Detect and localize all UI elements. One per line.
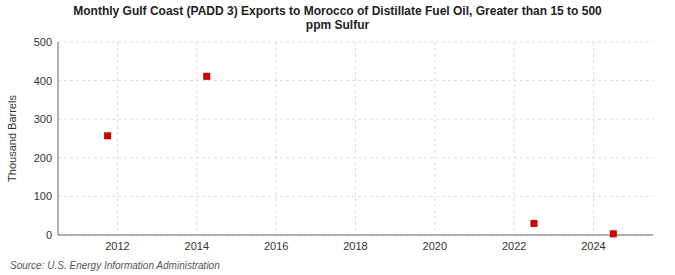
y-tick-label: 300	[34, 113, 52, 125]
x-tick-label: 2012	[105, 240, 129, 252]
point	[203, 73, 210, 80]
x-grid-line	[276, 42, 277, 235]
x-tick-label: 2020	[423, 240, 447, 252]
y-grid-line	[58, 235, 653, 236]
points	[104, 73, 617, 237]
chart-container: Monthly Gulf Coast (PADD 3) Exports to M…	[0, 0, 675, 275]
y-tick-label: 500	[34, 36, 52, 48]
x-tick-label: 2016	[264, 240, 288, 252]
x-grid-line	[117, 42, 118, 235]
x-tick-label: 2014	[185, 240, 209, 252]
grid	[58, 42, 653, 235]
x-grid-line	[593, 42, 594, 235]
y-tick-label: 400	[34, 75, 52, 87]
x-tick-label: 2024	[581, 240, 605, 252]
x-axis-line	[58, 235, 653, 236]
y-grid-line	[58, 119, 653, 120]
source-note: Source: U.S. Energy Information Administ…	[10, 260, 220, 271]
x-grid-line	[514, 42, 515, 235]
y-axis-label: Thousand Barrels	[6, 95, 18, 182]
y-tick-label: 100	[34, 190, 52, 202]
chart: Monthly Gulf Coast (PADD 3) Exports to M…	[0, 0, 675, 275]
y-tick-label: 0	[46, 229, 52, 241]
x-grid-line	[355, 42, 356, 235]
point	[104, 132, 111, 139]
y-grid-line	[58, 196, 653, 197]
x-grid-line	[196, 42, 197, 235]
x-grid-line	[434, 42, 435, 235]
x-tick-label: 2018	[343, 240, 367, 252]
title: Monthly Gulf Coast (PADD 3) Exports to M…	[73, 4, 602, 32]
point	[610, 230, 617, 237]
x-tick-label: 2022	[502, 240, 526, 252]
y-tick-label: 200	[34, 152, 52, 164]
point	[531, 220, 538, 227]
y-axis-line	[58, 42, 59, 235]
